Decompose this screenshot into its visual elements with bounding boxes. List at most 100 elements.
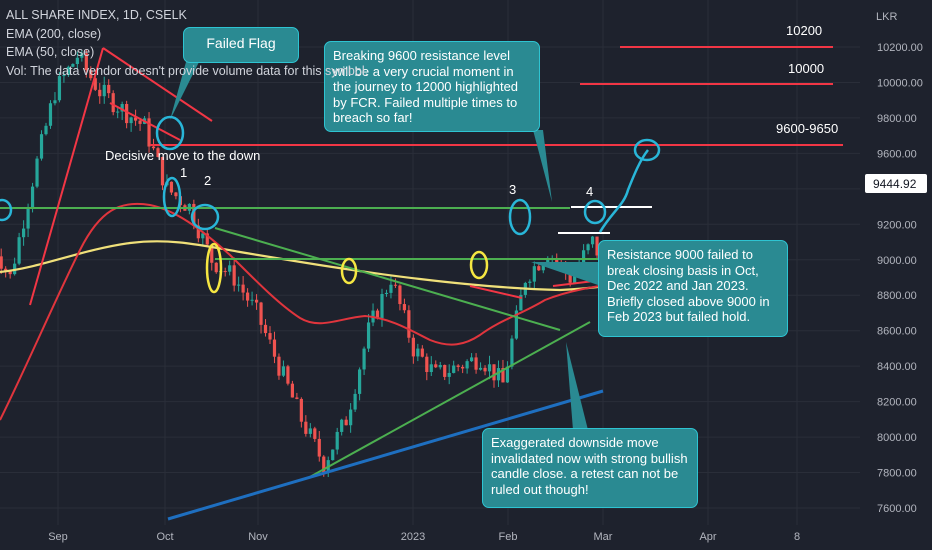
label-3: 3 (509, 182, 516, 197)
markers (0, 115, 661, 294)
y-tick-label: 9800.00 (877, 113, 917, 125)
marker-cyan-top (155, 115, 185, 151)
label-2: 2 (204, 173, 211, 188)
candle-body (290, 383, 294, 398)
y-tick-label: 8800.00 (877, 290, 917, 302)
failed-flag-text: Failed Flag (206, 35, 276, 51)
candle-body (398, 285, 402, 305)
marker-cyan-left (0, 198, 13, 222)
marker-cyan-1 (162, 176, 182, 218)
candle-body (349, 409, 353, 426)
resistance-9600-pointer (533, 130, 552, 202)
legend-ema50[interactable]: EMA (50, close) (6, 45, 95, 59)
candle-body (17, 237, 21, 264)
marker-cyan-4 (583, 199, 607, 225)
failed-flag-pointer (170, 62, 199, 120)
candle-body (39, 134, 44, 159)
label-4: 4 (586, 184, 593, 199)
candle-body (438, 364, 442, 368)
candle-body (129, 117, 133, 124)
candle-body (541, 263, 545, 271)
downside-move-note[interactable]: Exaggerated downside move invalidated no… (482, 428, 698, 508)
y-tick-label: 8400.00 (877, 361, 917, 373)
marker-yellow-jan (469, 250, 489, 280)
candle-body (151, 146, 156, 149)
candle-body (434, 364, 438, 368)
level-10200-label: 10200 (786, 23, 822, 38)
time-axis[interactable]: Sep Oct Nov 2023 Feb Mar Apr 8 (48, 531, 800, 543)
candle-body (304, 421, 308, 434)
drawing-tools (0, 46, 843, 521)
candle-body (308, 428, 312, 434)
candle-body (57, 76, 62, 101)
x-tick-label: Mar (594, 531, 613, 543)
resistance-9000-note[interactable]: Resistance 9000 failed to break closing … (598, 240, 788, 337)
candle-body (465, 361, 469, 369)
projection-path (598, 149, 649, 233)
candle-body (147, 118, 151, 147)
candle-body (263, 324, 268, 334)
y-tick-label: 7600.00 (877, 503, 917, 515)
candle-body (30, 186, 35, 208)
candle-body (53, 100, 57, 104)
candle-body (416, 348, 420, 357)
candle-body (228, 265, 232, 272)
label-1: 1 (180, 165, 187, 180)
candle-body (268, 333, 272, 340)
candle-body (474, 357, 478, 370)
marker-yellow-oct (205, 242, 223, 294)
candle-body (125, 104, 129, 124)
currency-label: LKR (876, 11, 897, 23)
candle-body (214, 262, 218, 273)
y-tick-label: 10200.00 (877, 42, 923, 54)
candle-body (250, 299, 254, 301)
candle-body (232, 265, 236, 286)
candle-body (116, 111, 120, 113)
candle-body (4, 268, 8, 271)
candle-body (537, 266, 541, 271)
y-tick-label: 8200.00 (877, 397, 917, 409)
candle-body (62, 74, 66, 77)
candle-body (532, 266, 536, 282)
candle-body (134, 117, 138, 121)
candle-body (48, 103, 53, 126)
candle-body (138, 120, 142, 124)
candle-body (528, 281, 532, 283)
candle-body (286, 366, 290, 384)
descending-green-trendline (214, 227, 561, 331)
candle-body (246, 292, 250, 301)
candle-body (402, 304, 406, 311)
price-axis[interactable]: 10200.0010000.009800.009600.009400.00920… (877, 42, 923, 515)
legend-ema200[interactable]: EMA (200, close) (6, 26, 102, 41)
ascending-green-trendline (307, 321, 591, 479)
resistance-9000-text: Resistance 9000 failed to break closing … (607, 247, 770, 324)
candle-body (331, 449, 335, 461)
y-tick-label: 7800.00 (877, 468, 917, 480)
candle-body (84, 53, 88, 71)
candle-body (443, 364, 447, 377)
candle-body (470, 357, 474, 362)
flag-lower-line (109, 102, 181, 141)
candle-body (317, 438, 321, 457)
resistance-9600-note[interactable]: Breaking 9600 resistance level will be a… (324, 41, 540, 132)
candle-body (366, 322, 371, 349)
candle-body (501, 368, 505, 383)
candle-body (205, 233, 209, 245)
candle-body (514, 310, 518, 339)
x-tick-label: Feb (499, 531, 518, 543)
candle-body (35, 158, 39, 187)
x-tick-label: Nov (248, 531, 268, 543)
candle-body (169, 181, 174, 193)
candle-body (120, 104, 124, 112)
failed-flag-note[interactable]: Failed Flag (183, 27, 299, 63)
candle-body (241, 284, 245, 293)
candle-body (358, 369, 362, 394)
legend-symbol[interactable]: ALL SHARE INDEX, 1D, CSELK (6, 8, 187, 22)
candle-body (393, 284, 398, 286)
candle-body (582, 250, 586, 264)
candle-body (210, 244, 214, 263)
candle-body (429, 364, 433, 373)
candle-body (98, 89, 102, 97)
chart-legend: ALL SHARE INDEX, 1D, CSELK EMA (200, clo… (6, 6, 368, 80)
candle-body (425, 356, 429, 373)
